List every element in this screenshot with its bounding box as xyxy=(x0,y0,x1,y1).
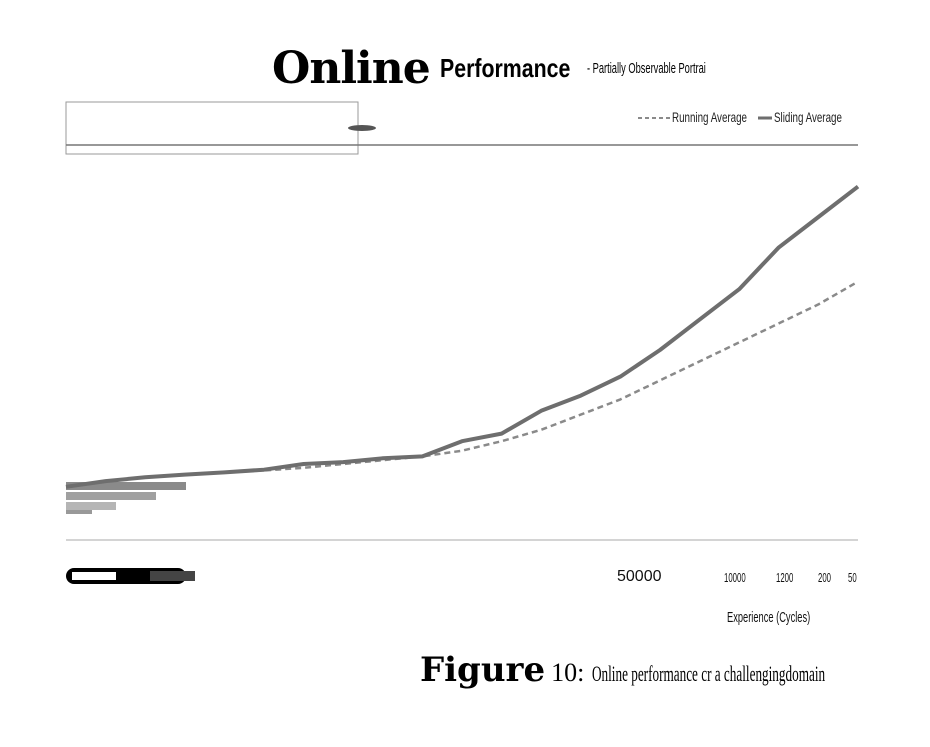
legend-box xyxy=(65,101,359,155)
title-subtitle: - Partially Observable Portrai xyxy=(586,59,706,77)
caption-number: 10: xyxy=(551,658,585,687)
left-bar xyxy=(66,482,186,490)
x-tick-label: 200 xyxy=(818,570,832,585)
title-online: Online xyxy=(272,42,431,94)
left-bar xyxy=(66,502,116,510)
x-tick-label: 50000 xyxy=(617,568,662,585)
series-line-running-average xyxy=(65,280,859,489)
series-layer xyxy=(65,185,860,489)
bottom-left-marker xyxy=(66,568,195,584)
caption-label: Figure xyxy=(420,650,546,690)
legend-label-running: Running Average xyxy=(672,109,748,125)
series-line-sliding-average xyxy=(65,185,860,489)
legend-marker xyxy=(348,125,376,131)
left-bar xyxy=(66,510,92,514)
left-bar xyxy=(66,492,156,500)
x-axis-label: Experience (Cycles) xyxy=(727,609,811,626)
x-tick-label: 10000 xyxy=(724,570,746,585)
chart-title: Online Performance - Partially Observabl… xyxy=(272,40,778,96)
caption-text: Online performance cr a challengingdomai… xyxy=(592,661,826,686)
figure-caption: Figure 10: Online performance cr a chall… xyxy=(420,650,930,690)
x-tick-label: 1200 xyxy=(776,570,794,585)
legend-label-sliding: Sliding Average xyxy=(774,109,842,125)
x-tick-label: 50 xyxy=(848,570,857,585)
title-performance: Performance xyxy=(439,52,571,83)
